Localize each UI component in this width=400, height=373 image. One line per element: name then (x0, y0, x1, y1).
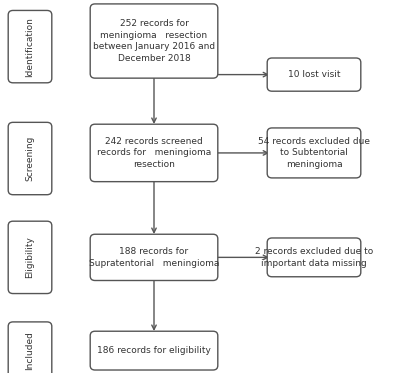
FancyBboxPatch shape (90, 4, 218, 78)
FancyBboxPatch shape (267, 58, 361, 91)
FancyBboxPatch shape (90, 234, 218, 280)
FancyBboxPatch shape (8, 322, 52, 373)
Text: 186 records for eligibility: 186 records for eligibility (97, 346, 211, 355)
FancyBboxPatch shape (90, 124, 218, 182)
Text: 252 records for
meningioma   resection
between January 2016 and
December 2018: 252 records for meningioma resection bet… (93, 19, 215, 63)
Text: Eligibility: Eligibility (26, 236, 34, 278)
Text: Screening: Screening (26, 136, 34, 181)
FancyBboxPatch shape (8, 10, 52, 83)
Text: 2 records excluded due to
important data missing: 2 records excluded due to important data… (255, 247, 373, 267)
Text: 10 lost visit: 10 lost visit (288, 70, 340, 79)
FancyBboxPatch shape (267, 128, 361, 178)
Text: 54 records excluded due
to Subtentorial
meningioma: 54 records excluded due to Subtentorial … (258, 137, 370, 169)
Text: Included: Included (26, 331, 34, 370)
FancyBboxPatch shape (8, 221, 52, 294)
Text: 242 records screened
records for   meningioma
resection: 242 records screened records for meningi… (97, 137, 211, 169)
FancyBboxPatch shape (90, 331, 218, 370)
Text: 188 records for
Supratentorial   meningioma: 188 records for Supratentorial meningiom… (89, 247, 219, 267)
FancyBboxPatch shape (8, 122, 52, 195)
FancyBboxPatch shape (267, 238, 361, 277)
Text: Identification: Identification (26, 17, 34, 76)
